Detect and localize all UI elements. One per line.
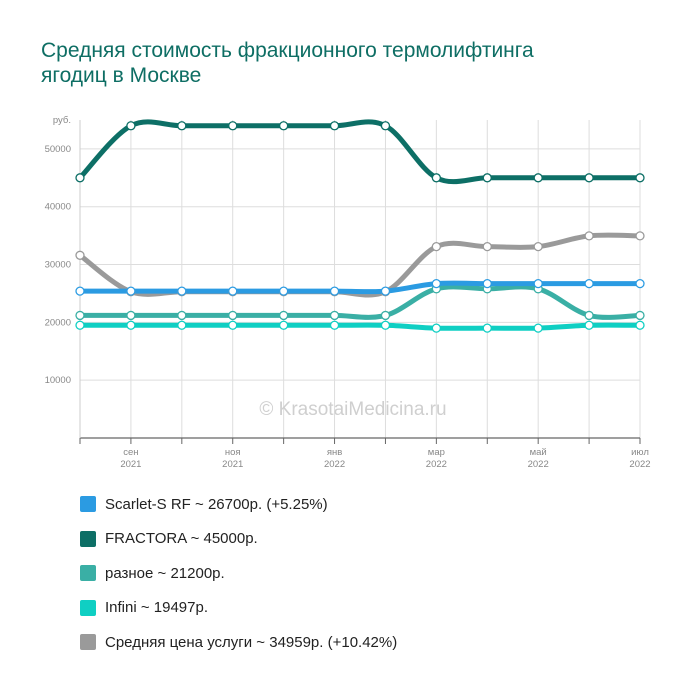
series-0-point xyxy=(431,278,442,289)
series-3-point xyxy=(380,320,391,330)
series-3-point xyxy=(278,320,289,330)
series-0-point xyxy=(75,286,85,296)
x-tick-year: 2022 xyxy=(426,459,447,470)
series-4-point xyxy=(431,241,442,252)
series-1-line xyxy=(77,119,643,185)
x-tick-year: 2022 xyxy=(629,459,650,470)
series-lines xyxy=(77,119,643,331)
series-2-point xyxy=(228,310,238,321)
series-0-point xyxy=(329,286,340,296)
series-points xyxy=(75,121,645,333)
series-0-point xyxy=(228,286,238,296)
y-unit-label: руб. xyxy=(53,115,71,126)
x-tick-year: 2022 xyxy=(324,459,345,470)
series-4-point xyxy=(482,241,492,252)
legend-item: Infini ~ 19497р. xyxy=(80,591,397,626)
series-2-point xyxy=(278,310,289,321)
series-3-line xyxy=(77,322,643,331)
y-tick-label: 50000 xyxy=(45,144,71,155)
series-4-point xyxy=(635,231,645,241)
legend-swatch xyxy=(80,530,96,547)
series-1-point xyxy=(228,121,238,131)
watermark: © KrasotaiMedicina.ru xyxy=(259,399,446,420)
series-2-point xyxy=(126,310,136,321)
legend-item: FRACTORA ~ 45000р. xyxy=(80,522,397,557)
series-4-point xyxy=(533,241,543,252)
series-1-point xyxy=(329,121,340,131)
series-4-point xyxy=(584,231,594,241)
x-tick-year: 2021 xyxy=(120,459,141,470)
series-3-point xyxy=(329,320,340,330)
legend-label: Scarlet-S RF ~ 26700р. (+5.25%) xyxy=(105,495,328,513)
y-tick-label: 10000 xyxy=(45,375,71,386)
series-2-point xyxy=(584,310,594,321)
series-1-point xyxy=(278,121,289,131)
x-tick-year: 2022 xyxy=(528,459,549,470)
series-3-point xyxy=(635,320,645,330)
line-chart: 1000020000300004000050000руб.сен2021ноя2… xyxy=(45,115,651,470)
series-1-point xyxy=(533,173,543,183)
series-3-point xyxy=(75,320,85,330)
grid xyxy=(79,120,641,438)
legend-label: Средняя цена услуги ~ 34959р. (+10.42%) xyxy=(105,633,398,651)
legend-swatch xyxy=(80,599,96,616)
legend-label: разное ~ 21200р. xyxy=(105,564,225,582)
series-2-point xyxy=(177,310,187,321)
series-2-point xyxy=(380,310,391,321)
series-1-point xyxy=(75,173,85,183)
series-1-point xyxy=(126,121,136,131)
legend-swatch xyxy=(80,565,96,582)
legend-swatch xyxy=(80,496,96,513)
series-0-point xyxy=(584,278,594,289)
y-tick-label: 20000 xyxy=(45,317,71,328)
series-3-point xyxy=(177,320,187,330)
x-tick-month: июл xyxy=(631,447,649,458)
series-3-point xyxy=(482,323,492,333)
series-3-point xyxy=(431,323,442,333)
series-0-point xyxy=(177,286,187,296)
x-tick-month: ноя xyxy=(225,447,241,458)
series-1-point xyxy=(584,173,594,183)
series-0-line xyxy=(77,280,643,295)
series-1-point xyxy=(482,173,492,183)
series-0-point xyxy=(533,278,543,289)
series-0-point xyxy=(482,278,492,289)
x-tick-month: сен xyxy=(123,447,138,458)
x-tick-year: 2021 xyxy=(222,459,243,470)
series-3-point xyxy=(584,320,594,330)
legend-item: разное ~ 21200р. xyxy=(80,556,397,591)
legend: Scarlet-S RF ~ 26700р. (+5.25%) FRACTORA … xyxy=(80,487,397,660)
series-3-point xyxy=(126,320,136,330)
series-0-point xyxy=(126,286,136,296)
x-tick-month: май xyxy=(530,447,547,458)
series-0-point xyxy=(635,278,645,289)
legend-swatch xyxy=(80,634,96,651)
chart-title: Средняя стоимость фракционного термолифт… xyxy=(41,39,534,87)
x-tick-month: янв xyxy=(327,447,342,458)
y-tick-label: 30000 xyxy=(45,260,71,271)
legend-item: Scarlet-S RF ~ 26700р. (+5.25%) xyxy=(80,487,397,522)
axes: 1000020000300004000050000руб.сен2021ноя2… xyxy=(45,115,651,470)
series-4-point xyxy=(75,250,85,260)
series-1-point xyxy=(431,173,442,183)
series-1-point xyxy=(177,121,187,131)
series-2-point xyxy=(635,310,645,321)
series-3-point xyxy=(228,320,238,330)
legend-item: Средняя цена услуги ~ 34959р. (+10.42%) xyxy=(80,625,397,660)
series-0-point xyxy=(278,286,289,296)
series-1-point xyxy=(380,121,391,131)
x-tick-month: мар xyxy=(428,447,445,458)
series-2-point xyxy=(75,310,85,321)
legend-label: FRACTORA ~ 45000р. xyxy=(105,530,258,548)
series-2-point xyxy=(329,310,340,321)
series-1-point xyxy=(635,173,645,183)
series-3-point xyxy=(533,323,543,333)
legend-label: Infini ~ 19497р. xyxy=(105,599,209,617)
series-0-point xyxy=(380,286,391,296)
y-tick-label: 40000 xyxy=(45,202,71,213)
